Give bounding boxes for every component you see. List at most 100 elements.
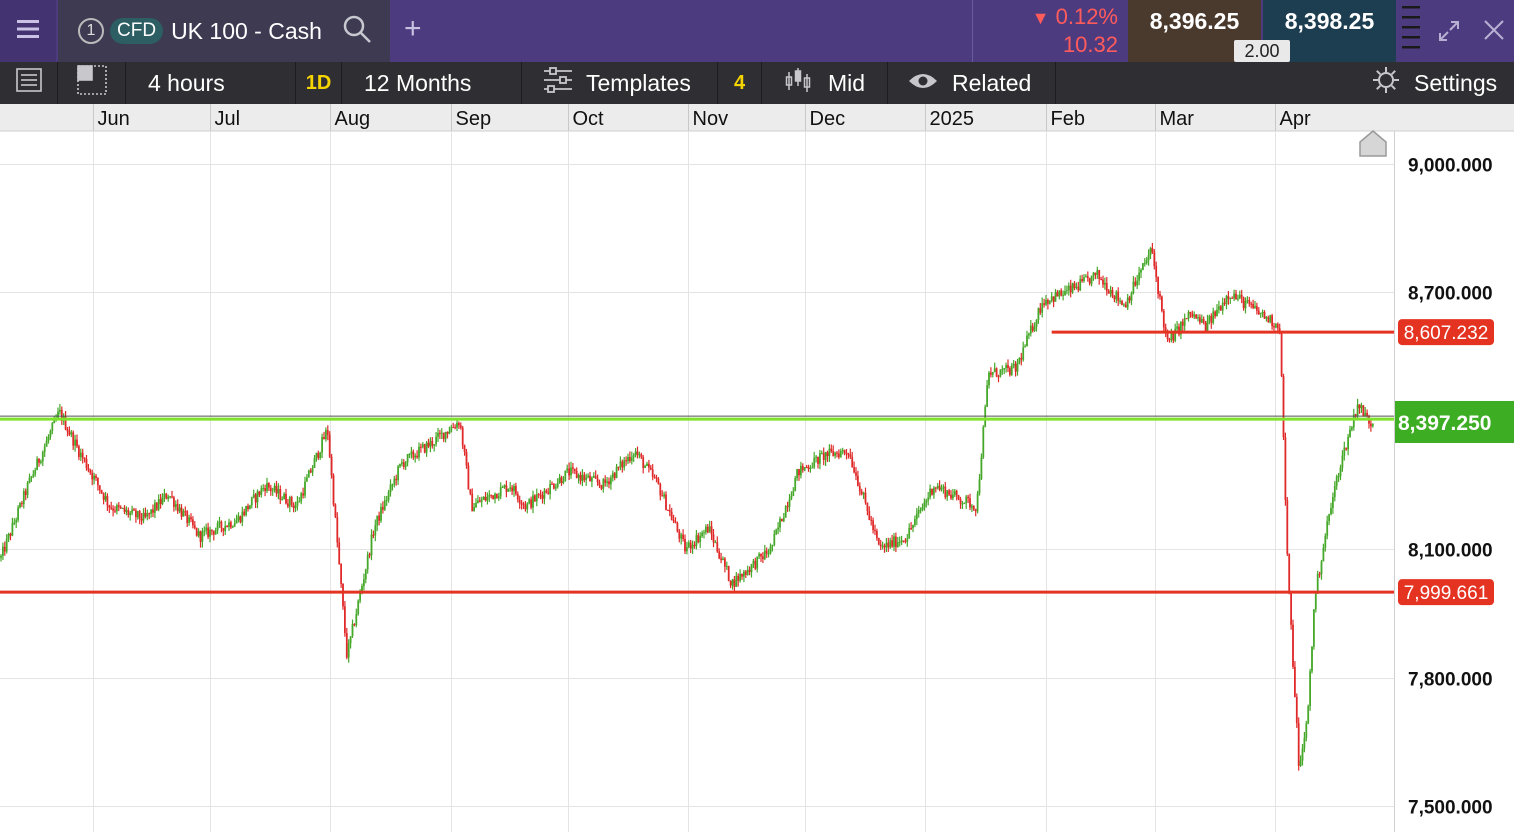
y-axis-tick-label: 9,000.000 [1408,156,1493,177]
candle-body [216,523,219,531]
candle-body [722,558,724,561]
candle-body [1305,723,1308,738]
y-axis-tick-label: 8,700.000 [1408,284,1493,305]
interval-selector[interactable]: 4 hours [126,62,296,104]
candle-body [1039,308,1042,313]
candle-body [1185,318,1188,320]
candle-body [792,490,795,497]
candle-body [600,485,603,489]
price-type-selector[interactable]: Mid [762,62,888,104]
candle-body [1170,333,1173,340]
candle-body [3,546,6,552]
candle-body [296,501,299,507]
candle-body [1071,283,1074,293]
horizontal-line-label: 8,607.232 [1404,323,1489,344]
candle-body [845,452,848,454]
candle-body [437,432,439,437]
menu-button[interactable] [0,0,56,62]
candle-body [843,450,846,453]
candle-body [313,458,316,468]
candle-body [773,533,776,545]
candle-body [110,507,113,509]
range-selector[interactable]: 12 Months [342,62,522,104]
close-icon[interactable] [1482,18,1506,47]
candle-body [1155,266,1158,278]
candle-body [788,499,791,507]
candle-body [121,507,124,509]
candle-body [944,486,947,498]
candle-body [990,372,992,375]
x-axis-label: Mar [1160,108,1195,130]
candle-body [68,431,71,435]
candle-body [256,491,259,503]
candle-body [739,573,741,581]
candle-body [283,493,285,500]
instrument-tab[interactable]: 1 CFD UK 100 - Cash [58,0,390,62]
candle-body [499,487,502,497]
candle-body [1219,306,1222,311]
candle-body [184,511,187,513]
candle-body [934,487,937,489]
price-chart[interactable]: Jun Jul Aug Sep Oct Nov Dec 2025 Feb Mar Apr 9,000… [0,104,1514,832]
search-icon[interactable] [342,14,372,49]
sell-price-button[interactable]: 8,396.25 [1128,0,1261,62]
candle-body [731,579,734,586]
candle-body [182,511,185,517]
price-lines[interactable]: 8,607.232 7,999.661 8,397.250 [0,319,1514,606]
settings-button[interactable]: Settings [1360,62,1514,104]
candle-body [687,542,690,548]
candle-body [1356,404,1359,417]
chart-svg[interactable]: Jun Jul Aug Sep Oct Nov Dec 2025 Feb Mar Apr 9,000… [0,104,1514,832]
eye-icon [908,70,938,97]
related-button[interactable]: Related [888,62,1056,104]
candle-body [1225,296,1228,304]
layout-button[interactable] [58,62,126,104]
candle-body [1012,363,1015,366]
candle-body [1098,270,1101,280]
candle-body [1054,292,1057,302]
candle-body [1364,412,1367,417]
candle-body [543,490,546,499]
x-axis-label: Dec [810,108,846,130]
candle-body [2,546,4,556]
templates-button[interactable]: Templates [522,62,718,104]
candle-body [877,537,880,545]
candle-body [1307,706,1310,724]
add-icon[interactable]: + [404,12,422,45]
candle-body [507,488,510,492]
candle-body [385,500,388,502]
candle-body [391,484,394,486]
candle-body [1056,292,1059,297]
candle-body [743,571,745,577]
candle-body [307,470,310,478]
drag-handle-icon[interactable] [1400,4,1422,56]
candlesticks [0,243,1374,771]
candle-body [1330,507,1332,515]
candle-body [716,542,719,552]
expand-icon[interactable] [1436,18,1462,49]
candle-body [467,465,470,490]
scroll-to-top-icon[interactable] [1359,130,1387,157]
candle-body [752,560,755,565]
candle-body [889,540,892,548]
candle-body [830,448,833,451]
candle-body [553,484,555,489]
candle-body [627,456,629,462]
list-button[interactable] [0,62,58,104]
candle-body [98,485,101,491]
candle-body [344,606,346,634]
indicator-count-badge[interactable]: 4 [718,62,762,104]
candle-body [972,505,975,510]
candle-body [1189,311,1192,314]
candle-body [281,499,284,501]
candle-body [1233,293,1235,299]
period-badge[interactable]: 1D [296,62,342,104]
candle-body [906,538,909,542]
candle-body [1191,313,1194,317]
candle-body [699,536,702,543]
candle-body [980,457,983,480]
candle-body [1050,296,1053,301]
down-arrow-icon: ▼ [1031,8,1050,28]
candle-body [1096,270,1099,275]
candle-body [235,520,238,524]
